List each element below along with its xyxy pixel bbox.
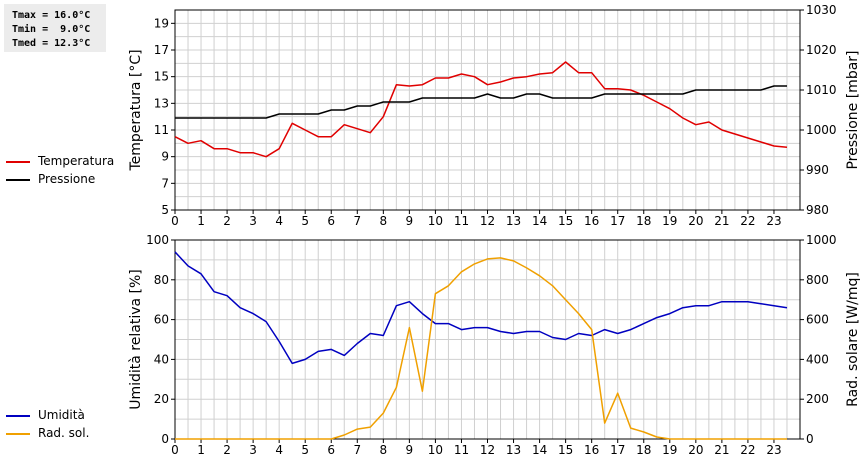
x-tick-label: 7 [353,214,361,228]
x-tick-label: 22 [740,443,755,457]
x-tick-label: 17 [610,443,625,457]
x-tick-label: 15 [558,443,573,457]
y-tick-label: 60 [154,313,169,327]
legend-swatch-humidity [6,415,30,417]
y-axis-label: Temperatura [°C] [128,49,144,171]
legend-swatch-temperature [6,161,30,163]
y2-tick-label: 980 [806,203,829,217]
y2-tick-label: 400 [806,352,829,366]
x-tick-label: 10 [428,214,443,228]
x-tick-label: 11 [454,214,469,228]
x-tick-label: 2 [223,443,231,457]
x-tick-label: 17 [610,214,625,228]
chart-humidity-radiation: 0 1 2 3 4 5 6 7 8 9 10 11 12 13 14 15 16 17 18 19 20 21 22 2302… [128,233,860,457]
x-tick-label: 5 [301,443,309,457]
x-tick-label: 0 [171,214,179,228]
statistics-box: Tmax = 16.0°C Tmin = 9.0°C Tmed = 12.3°C [4,4,106,52]
x-tick-label: 3 [249,443,257,457]
x-tick-label: 14 [532,214,547,228]
x-tick-label: 13 [506,214,521,228]
y2-tick-label: 200 [806,392,829,406]
y-axis-label: Umidità relativa [%] [128,269,144,410]
y-tick-label: 7 [161,176,169,190]
x-tick-label: 9 [406,214,414,228]
x-tick-label: 23 [766,214,781,228]
y2-tick-label: 990 [806,163,829,177]
x-tick-label: 6 [327,214,335,228]
series-line-temperature [174,61,788,158]
y2-tick-label: 1020 [806,43,837,57]
stat-tmed: Tmed = 12.3°C [12,38,91,49]
y2-tick-label: 800 [806,273,829,287]
x-tick-label: 10 [428,443,443,457]
y2-tick-label: 1010 [806,83,837,97]
x-tick-label: 16 [584,443,599,457]
x-tick-label: 0 [171,443,179,457]
stat-tmax: Tmax = 16.0°C [12,10,91,21]
y-tick-label: 11 [154,123,169,137]
x-tick-label: 19 [662,443,677,457]
y-tick-label: 9 [161,150,169,164]
series-line-humidity [174,251,788,365]
y-tick-label: 80 [154,273,169,287]
x-tick-label: 11 [454,443,469,457]
x-tick-label: 23 [766,443,781,457]
x-tick-label: 4 [275,214,283,228]
x-tick-label: 20 [688,214,703,228]
legend-label-pressure: Pressione [38,172,96,186]
legend-label-temperature: Temperatura [38,154,115,168]
y2-tick-label: 1030 [806,3,837,17]
y2-axis-label: Pressione [mbar] [845,50,860,169]
x-tick-label: 2 [223,214,231,228]
legend-swatch-pressure [6,179,30,181]
x-tick-label: 20 [688,443,703,457]
y2-tick-label: 600 [806,313,829,327]
legend-label-radiation: Rad. sol. [38,426,90,440]
x-tick-label: 12 [480,443,495,457]
y2-tick-label: 1000 [806,123,837,137]
chart-temp-pressure: 0 1 2 3 4 5 6 7 8 9 10 11 12 13 14 15 16 17 18 19 20 21 22 2357… [128,3,860,228]
x-tick-label: 4 [275,443,283,457]
x-tick-label: 6 [327,443,335,457]
legend-swatch-radiation [6,433,30,435]
series-line-pressure [175,85,787,119]
x-tick-label: 21 [714,443,729,457]
y-tick-label: 13 [154,96,169,110]
x-tick-label: 19 [662,214,677,228]
x-tick-label: 18 [636,214,651,228]
y-tick-label: 40 [154,352,169,366]
y-tick-label: 5 [161,203,169,217]
x-tick-label: 15 [558,214,573,228]
x-tick-label: 1 [197,443,205,457]
x-tick-label: 5 [301,214,309,228]
x-tick-label: 13 [506,443,521,457]
y-tick-label: 20 [154,392,169,406]
stat-tmin: Tmin = 9.0°C [12,24,91,35]
x-tick-label: 21 [714,214,729,228]
x-tick-label: 7 [353,443,361,457]
y2-tick-label: 1000 [806,233,837,247]
y-tick-label: 19 [154,16,169,30]
x-tick-label: 18 [636,443,651,457]
y2-tick-label: 0 [806,432,814,446]
legend-label-humidity: Umidità [38,408,85,422]
x-tick-label: 9 [406,443,414,457]
y-tick-label: 0 [161,432,169,446]
x-tick-label: 8 [380,214,388,228]
y2-axis-label: Rad. solare [W/mq] [845,272,860,407]
y-tick-label: 15 [154,70,169,84]
y-tick-label: 100 [146,233,169,247]
x-tick-label: 3 [249,214,257,228]
x-tick-label: 22 [740,214,755,228]
x-tick-label: 14 [532,443,547,457]
x-tick-label: 8 [380,443,388,457]
x-tick-label: 12 [480,214,495,228]
y-tick-label: 17 [154,43,169,57]
x-tick-label: 1 [197,214,205,228]
series-line-radiation [175,257,787,440]
x-tick-label: 16 [584,214,599,228]
